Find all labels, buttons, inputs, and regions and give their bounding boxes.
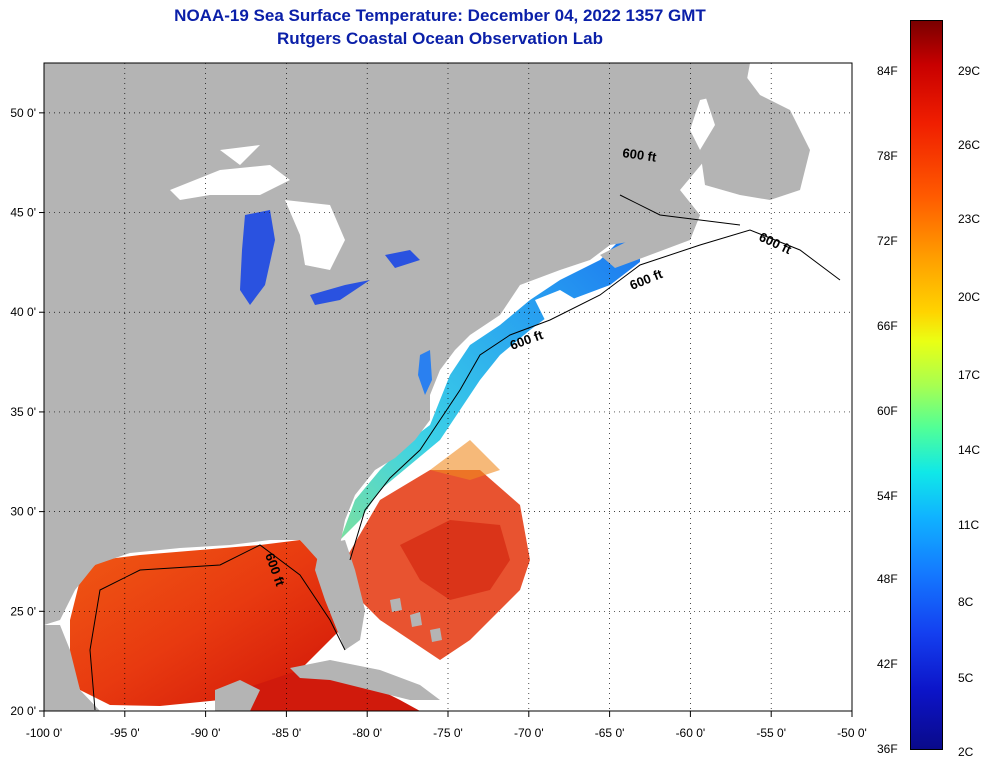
colorbar-celsius-label: 17C: [958, 368, 981, 382]
lat-tick-label: 40 0': [10, 305, 36, 319]
chesapeake-bay-sst: [418, 350, 432, 395]
caribbean-sst-region: [240, 670, 420, 711]
colorbar-fahrenheit-label: 66F: [877, 319, 898, 333]
lon-tick-label: -85 0': [272, 726, 302, 740]
great-lakes: [170, 145, 420, 305]
lat-tick-label: 45 0': [10, 206, 36, 220]
mexico-land: [44, 625, 100, 711]
lon-tick-label: -55 0': [756, 726, 786, 740]
bahamas-islands: [390, 598, 442, 642]
florida-land: [315, 540, 365, 650]
colorbar-fahrenheit-label: 72F: [877, 234, 898, 248]
colorbar-fahrenheit-label: 84F: [877, 64, 898, 78]
yucatan-land: [215, 680, 260, 711]
nova-scotia-land: [600, 215, 700, 268]
colorbar-celsius-label: 29C: [958, 64, 981, 78]
temperature-colorbar: [910, 20, 943, 750]
colorbar-fahrenheit-label: 36F: [877, 742, 898, 756]
lon-tick-label: -80 0': [352, 726, 382, 740]
atlantic-sst-region: [345, 440, 530, 660]
lat-tick-label: 50 0': [10, 106, 36, 120]
colorbar-celsius-label: 20C: [958, 290, 981, 304]
lat-tick-label: 20 0': [10, 704, 36, 718]
colorbar-fahrenheit-label: 42F: [877, 657, 898, 671]
colorbar-celsius-label: 2C: [958, 745, 974, 759]
graticule: [44, 63, 852, 711]
lon-tick-label: -95 0': [110, 726, 140, 740]
lon-tick-label: -65 0': [595, 726, 625, 740]
colorbar-fahrenheit-label: 60F: [877, 404, 898, 418]
lon-tick-label: -60 0': [676, 726, 706, 740]
lon-tick-label: -50 0': [837, 726, 867, 740]
lon-tick-label: -100 0': [26, 726, 62, 740]
colorbar-celsius-label: 23C: [958, 212, 981, 226]
map-title: NOAA-19 Sea Surface Temperature: Decembe…: [174, 6, 706, 25]
colorbar-celsius-label: 8C: [958, 595, 974, 609]
lon-tick-label: -75 0': [433, 726, 463, 740]
newfoundland-land: [700, 75, 810, 200]
map-subtitle: Rutgers Coastal Ocean Observation Lab: [277, 29, 603, 48]
lat-tick-label: 35 0': [10, 405, 36, 419]
lat-tick-label: 25 0': [10, 604, 36, 618]
lat-tick-label: 30 0': [10, 505, 36, 519]
colorbar-celsius-label: 26C: [958, 138, 981, 152]
lon-tick-label: -90 0': [191, 726, 221, 740]
colorbar-fahrenheit-label: 78F: [877, 149, 898, 163]
colorbar-celsius-label: 14C: [958, 443, 981, 457]
coastal-cold-sst-region: [340, 240, 640, 540]
axis-ticks: -100 0' -95 0' -90 0' -85 0' -80 0' -75 0' -70…: [10, 106, 866, 740]
gulf-of-maine-no-data: [535, 290, 585, 325]
north-america-land: [44, 63, 750, 625]
contour-label: 600 ft: [622, 145, 658, 165]
lon-tick-label: -70 0': [514, 726, 544, 740]
gulf-of-mexico-sst-region: [70, 540, 340, 706]
colorbar-fahrenheit-label: 54F: [877, 489, 898, 503]
colorbar-celsius-label: 5C: [958, 671, 974, 685]
600ft-contour-lines: [89, 194, 841, 711]
cuba-land: [290, 660, 440, 700]
colorbar-fahrenheit-label: 48F: [877, 572, 898, 586]
colorbar-celsius-label: 11C: [958, 518, 980, 532]
